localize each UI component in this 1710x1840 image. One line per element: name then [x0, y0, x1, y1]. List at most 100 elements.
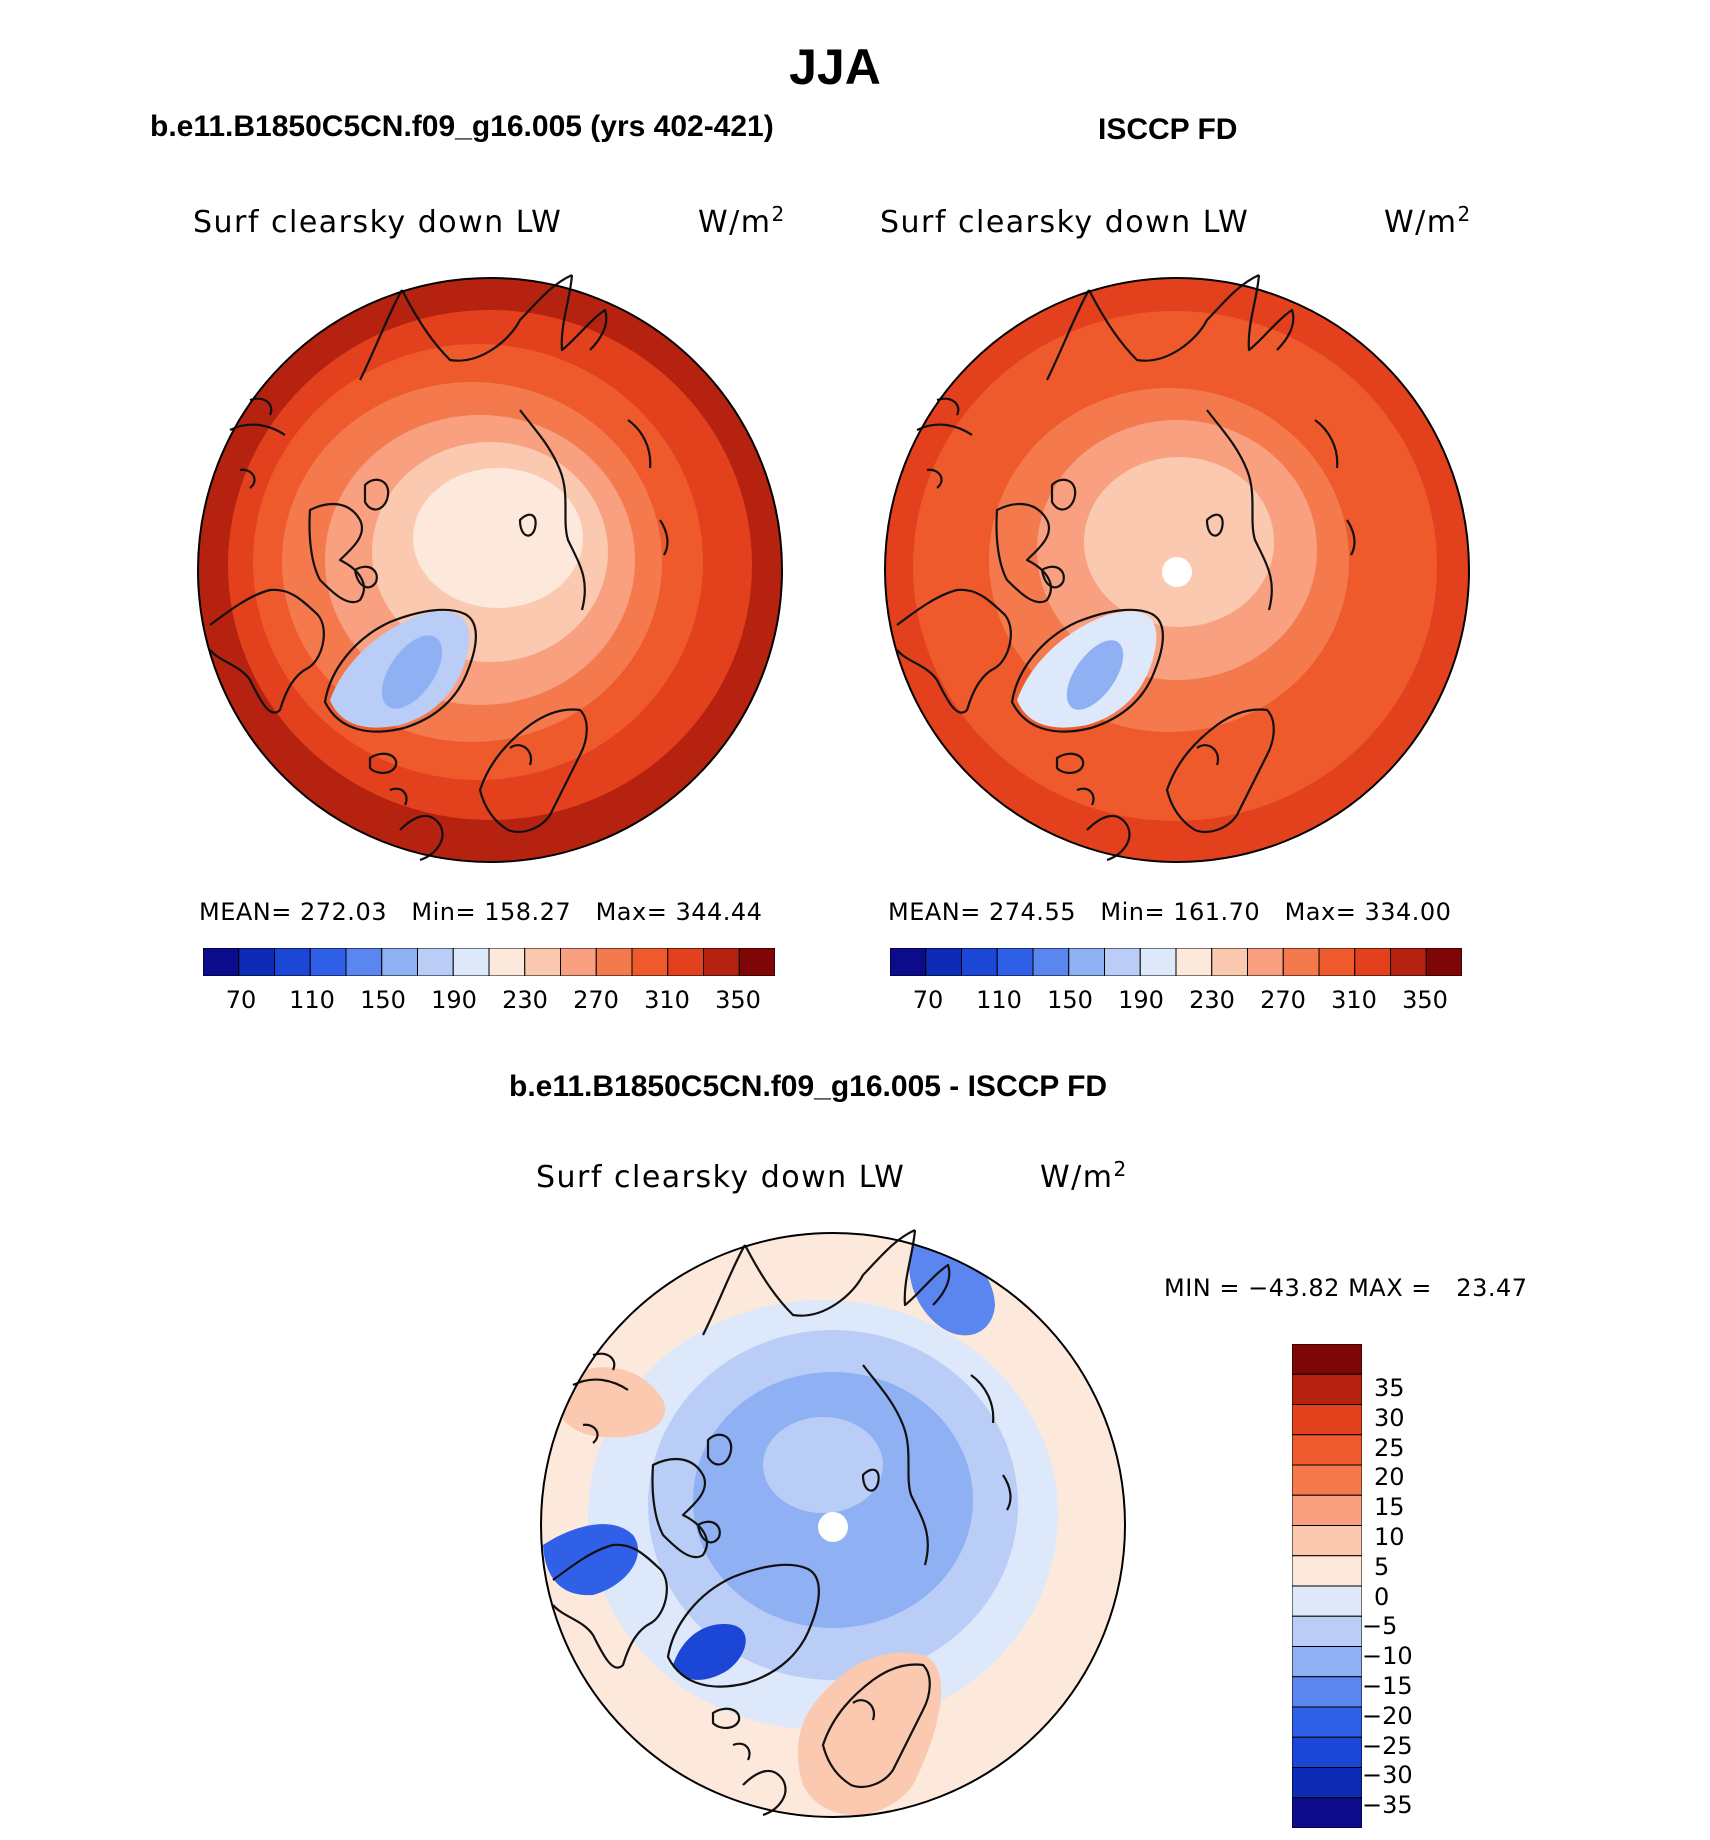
field-band — [797, 1652, 942, 1815]
panel-2-units-base: W/m — [1384, 205, 1458, 240]
min-value: 158.27 — [484, 898, 572, 926]
colorbar-tick-label: 20 — [1374, 1463, 1405, 1492]
pole-missing-data — [818, 1512, 848, 1542]
coastline-europe — [389, 787, 444, 862]
coastline-canada — [552, 1543, 668, 1669]
panel-2-title: ISCCP FD — [1098, 113, 1238, 146]
coastline-iceland — [1055, 752, 1085, 774]
coastline-greenland — [323, 608, 477, 733]
difference-colorbar — [1292, 1344, 1362, 1828]
colorbar-swatch — [452, 948, 490, 976]
coastline-siberia — [1046, 273, 1295, 381]
panel-2-colorbar — [890, 948, 1462, 976]
min-value: 161.70 — [1173, 898, 1261, 926]
colorbar-swatch — [1292, 1464, 1362, 1496]
coastline-kamchatka — [1314, 419, 1356, 556]
coastline-europe — [732, 1742, 787, 1817]
mean-value: 274.55 — [989, 898, 1076, 926]
colorbar-swatch — [1104, 948, 1141, 976]
colorbar-swatch — [631, 948, 669, 976]
coastline-iceland — [368, 752, 398, 774]
colorbar-tick-label: −30 — [1362, 1761, 1413, 1790]
colorbar-swatch — [890, 948, 927, 976]
colorbar-tick-label: 150 — [360, 986, 406, 1014]
field-band — [1084, 457, 1274, 627]
colorbar-tick-label: 30 — [1374, 1403, 1405, 1432]
colorbar-tick-label: 230 — [502, 986, 548, 1014]
pole-missing-data — [1162, 557, 1192, 587]
panel-1-map-border — [197, 277, 783, 863]
difference-field — [541, 1233, 1125, 1817]
colorbar-swatch — [1390, 948, 1427, 976]
colorbar-tick-label: 10 — [1374, 1523, 1405, 1551]
min-value: −43.82 — [1248, 1274, 1340, 1302]
difference-variable: Surf clearsky down LW — [536, 1160, 906, 1195]
colorbar-swatch — [1318, 948, 1356, 976]
colorbar-swatch — [1032, 948, 1070, 976]
coastline-canada — [896, 588, 1012, 714]
colorbar-swatch — [1247, 948, 1284, 976]
coastline-russia-north — [518, 409, 586, 611]
colorbar-swatch — [1292, 1434, 1362, 1466]
colorbar-tick-label: 70 — [225, 986, 257, 1014]
coastline-europe — [1076, 787, 1131, 862]
coastline-greenland — [666, 1563, 820, 1688]
panel-2-coastlines — [896, 273, 1356, 862]
difference-map — [540, 1228, 1126, 1818]
colorbar-swatch — [1211, 948, 1248, 976]
panel-2-units-sup: 2 — [1457, 202, 1472, 226]
colorbar-swatch — [703, 948, 740, 976]
colorbar-tick-label: −5 — [1362, 1612, 1398, 1641]
field-band — [413, 468, 583, 608]
coastline-kamchatka — [970, 1374, 1012, 1511]
colorbar-swatch — [1425, 948, 1462, 976]
panel-1-title: b.e11.B1850C5CN.f09_g16.005 (yrs 402-421… — [150, 110, 774, 143]
colorbar-swatch — [1292, 1797, 1362, 1828]
max-label: Max= — [1284, 898, 1357, 926]
colorbar-swatch — [1292, 1706, 1362, 1738]
colorbar-swatch — [961, 948, 998, 976]
coastline-archipelago — [308, 478, 390, 604]
colorbar-tick-label: 25 — [1374, 1433, 1405, 1462]
field-band — [553, 1367, 665, 1438]
colorbar-swatch — [381, 948, 418, 976]
colorbar-tick-label: 270 — [1260, 986, 1306, 1014]
colorbar-swatch — [238, 948, 275, 976]
colorbar-swatch — [345, 948, 383, 976]
field-band — [1066, 640, 1124, 710]
coastline-scandinavia — [478, 708, 588, 833]
page-title: JJA — [789, 39, 881, 95]
field-band — [673, 1624, 746, 1680]
coastline-greenland — [1010, 608, 1164, 733]
colorbar-swatch — [1175, 948, 1213, 976]
coastline-siberia — [359, 273, 608, 381]
colorbar-tick-label: −10 — [1362, 1642, 1413, 1671]
colorbar-tick-label: 5 — [1374, 1552, 1390, 1581]
coastline-archipelago — [651, 1433, 733, 1559]
coastline-russia-north — [1205, 409, 1273, 611]
colorbar-swatch — [1292, 1404, 1362, 1436]
colorbar-swatch — [667, 948, 704, 976]
mean-value: 272.03 — [300, 898, 387, 926]
colorbar-swatch — [488, 948, 526, 976]
panel-1-map — [197, 273, 783, 863]
difference-coastlines — [552, 1228, 1012, 1817]
colorbar-tick-label: −35 — [1362, 1791, 1413, 1820]
panel-1-field — [198, 278, 782, 862]
colorbar-tick-label: 350 — [715, 986, 761, 1014]
colorbar-swatch — [1292, 1373, 1362, 1405]
colorbar-tick-label: 150 — [1047, 986, 1093, 1014]
coastline-siberia — [702, 1228, 951, 1336]
colorbar-swatch — [309, 948, 347, 976]
colorbar-tick-label: −20 — [1362, 1701, 1413, 1730]
coastline-archipelago — [995, 478, 1077, 604]
coastline-scandinavia — [821, 1663, 931, 1788]
field-band — [543, 1524, 639, 1596]
difference-stats: MIN = −43.82 MAX = 23.47 — [1164, 1274, 1528, 1302]
colorbar-swatch — [738, 948, 775, 976]
colorbar-tick-label: 310 — [644, 986, 690, 1014]
difference-units-sup: 2 — [1113, 1157, 1128, 1181]
difference-units-base: W/m — [1040, 1160, 1114, 1195]
colorbar-tick-label: 310 — [1331, 986, 1377, 1014]
coastline-iceland — [711, 1707, 741, 1729]
